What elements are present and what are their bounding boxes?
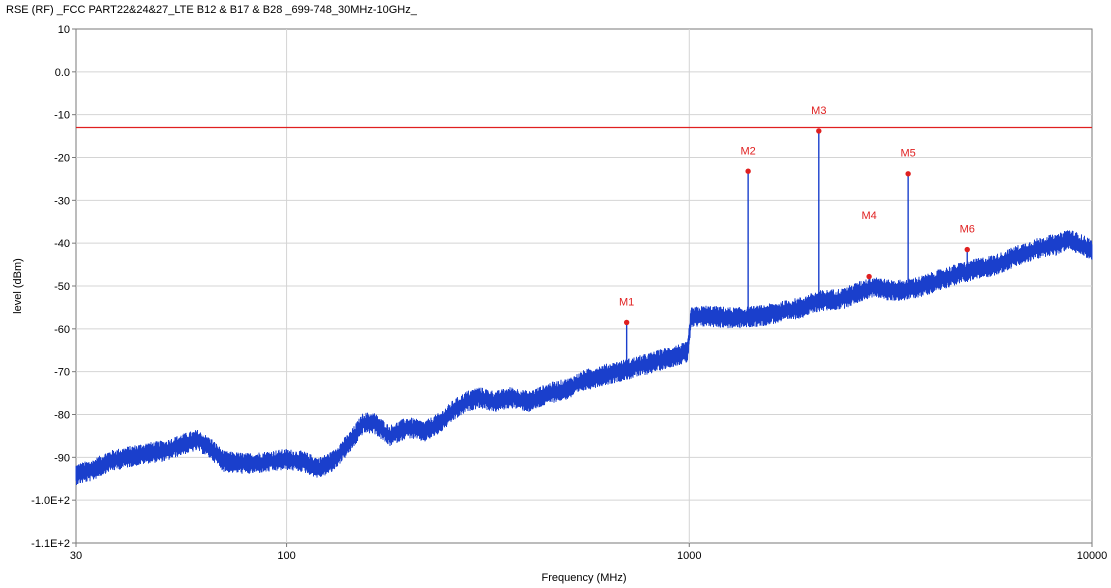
- y-tick-label: -60: [54, 324, 70, 336]
- marker-dot: [965, 247, 969, 251]
- y-tick-label: 10: [58, 24, 70, 36]
- y-tick-label: -20: [54, 153, 70, 165]
- y-tick-label: -40: [54, 238, 70, 250]
- y-tick-label: -1.1E+2: [31, 538, 70, 550]
- y-tick-label: -50: [54, 281, 70, 293]
- marker-dot: [906, 172, 910, 176]
- marker-label: M2: [740, 146, 755, 158]
- y-tick-label: 0.0: [55, 67, 70, 79]
- y-tick-label: -30: [54, 195, 70, 207]
- y-tick-label: -1.0E+2: [31, 495, 70, 507]
- marker-label: M4: [861, 210, 876, 222]
- marker-dot: [817, 129, 821, 133]
- marker-label: M5: [900, 148, 915, 160]
- marker-label: M6: [960, 223, 975, 235]
- y-tick-label: -80: [54, 410, 70, 422]
- x-tick-label: 1000: [677, 550, 701, 562]
- marker-dot: [867, 274, 871, 278]
- x-tick-label: 30: [70, 550, 82, 562]
- marker-dot: [746, 169, 750, 173]
- marker-label: M3: [811, 105, 826, 117]
- y-tick-label: -10: [54, 110, 70, 122]
- x-tick-label: 10000: [1077, 550, 1108, 562]
- marker-dot: [624, 320, 628, 324]
- marker-label: M1: [619, 296, 634, 308]
- y-tick-label: -90: [54, 452, 70, 464]
- x-axis-title: Frequency (MHz): [542, 572, 627, 584]
- y-axis-title: level (dBm): [12, 258, 24, 314]
- y-tick-label: -70: [54, 367, 70, 379]
- x-tick-label: 100: [277, 550, 295, 562]
